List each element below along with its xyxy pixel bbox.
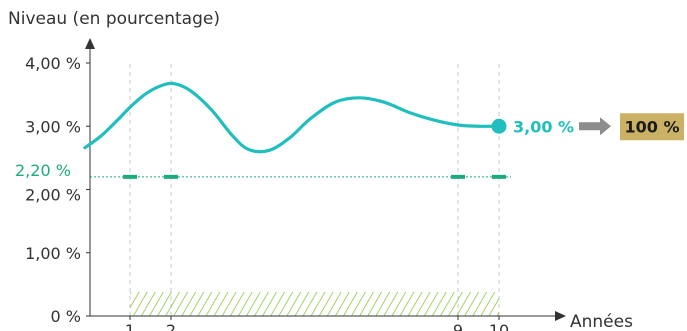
y-tick-label: 0 % (51, 307, 81, 326)
y-tick-label: 4,00 % (25, 54, 81, 73)
vertical-guides (129, 64, 500, 316)
x-axis-title: Années (570, 312, 633, 331)
reference-label: 2,20 % (15, 161, 71, 180)
end-point-label: 3,00 % (513, 117, 574, 136)
y-axis-title: Niveau (en pourcentage) (8, 9, 220, 29)
hatched-range (130, 291, 499, 316)
y-tick-label: 3,00 % (25, 117, 81, 136)
x-tick-label: 10 (489, 321, 509, 331)
y-tick-label: 2,00 % (25, 186, 81, 205)
axis-ticks: 0 % 1,00 % 2,00 % 3,00 % 4,00 % 1 2 9 10 (25, 54, 509, 331)
x-tick-label: 2 (166, 321, 176, 331)
x-tick-label: 9 (453, 321, 463, 331)
x-axis-arrow (555, 311, 566, 321)
end-point-marker (491, 118, 507, 134)
y-axis-arrow (85, 38, 95, 49)
result-arrow (579, 117, 611, 136)
x-tick-label: 1 (125, 321, 135, 331)
result-box (620, 113, 684, 141)
series-group (83, 81, 501, 154)
result-box-label: 100 % (625, 117, 680, 136)
series-line (83, 81, 501, 154)
y-tick-label: 1,00 % (25, 244, 81, 263)
end-callout: 3,00 % 100 % (491, 113, 684, 141)
axes (85, 38, 566, 321)
hatched-area (130, 291, 499, 316)
reference-line-group: 2,20 % (15, 161, 511, 180)
